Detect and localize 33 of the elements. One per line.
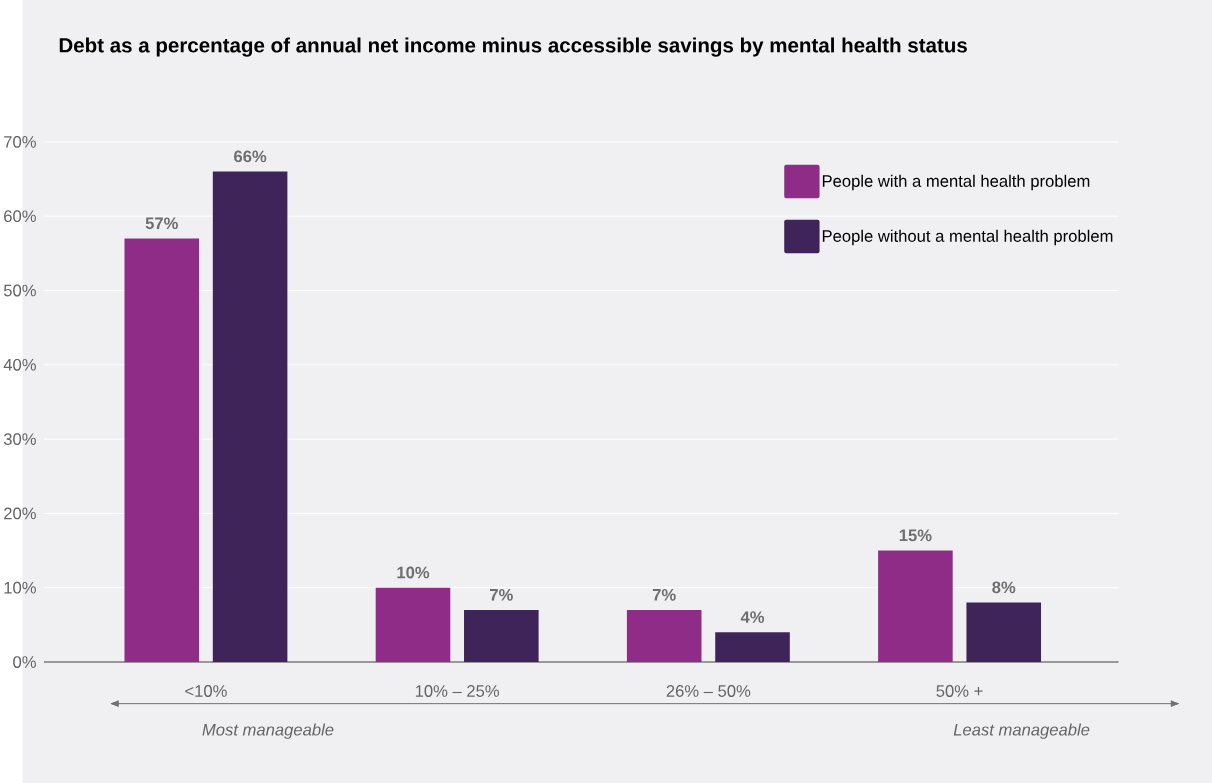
- x-tick-label: 10% – 25%: [415, 685, 500, 697]
- data-label: 8%: [992, 581, 1016, 594]
- y-tick-label: 30%: [3, 433, 36, 445]
- bar: [966, 602, 1042, 662]
- y-tick-label: 20%: [4, 507, 36, 520]
- y-tick-label: 60%: [4, 210, 36, 223]
- x-tick-label: <10%: [185, 685, 227, 697]
- y-tick-label: 10%: [4, 581, 36, 594]
- data-label: 7%: [652, 588, 676, 601]
- bar: [124, 238, 200, 662]
- bar: [715, 632, 790, 662]
- bar: [375, 587, 451, 662]
- x-tick-label: 50% +: [936, 685, 983, 697]
- y-tick-label: 40%: [3, 358, 36, 371]
- data-label: 15%: [899, 529, 932, 542]
- data-label: 4%: [740, 611, 765, 623]
- legend-label: People with a mental health problem: [822, 174, 1090, 191]
- bar: [212, 171, 288, 662]
- data-label: 7%: [490, 588, 513, 601]
- y-tick-label: 70%: [4, 135, 36, 148]
- data-label: 10%: [397, 566, 430, 579]
- data-label: 66%: [234, 150, 267, 163]
- text: Most manageable: [202, 723, 334, 739]
- text: Least manageable: [953, 723, 1090, 739]
- bar: [878, 550, 953, 662]
- x-tick-label: 26% – 50%: [666, 685, 751, 697]
- data-label: 57%: [145, 217, 178, 230]
- legend-label: People without a mental health problem: [822, 229, 1113, 246]
- bar: [464, 609, 539, 662]
- bar: [626, 609, 702, 662]
- chart-title: Debt as a percentage of annual net income minus accessible savings by mental health status: [59, 37, 967, 57]
- y-tick-label: 50%: [3, 284, 36, 297]
- y-tick-label: 0%: [13, 656, 36, 668]
